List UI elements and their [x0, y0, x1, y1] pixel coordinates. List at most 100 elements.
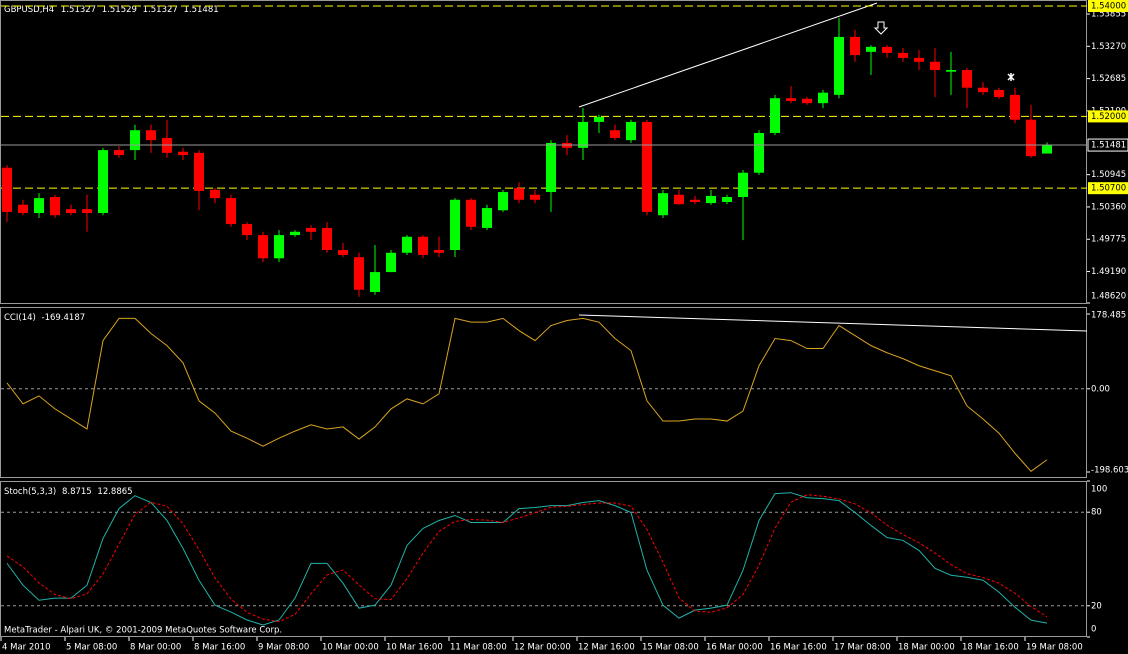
last-open: 1.51327 — [61, 5, 96, 15]
candle-body — [338, 250, 348, 255]
candle-body — [98, 150, 108, 214]
x-tick-label: 12 Mar 16:00 — [578, 643, 635, 653]
candle-body — [242, 224, 252, 236]
candle-body — [962, 70, 972, 88]
candle-body — [66, 209, 76, 214]
cci-last: -169.4187 — [42, 313, 86, 323]
candle-body — [626, 121, 636, 141]
cci-panel-frame — [0, 307, 1087, 478]
candle-body — [482, 208, 492, 228]
candle-body — [674, 194, 684, 205]
candle-body — [978, 87, 988, 93]
candle-body — [642, 121, 652, 212]
candle-body — [770, 98, 780, 133]
y-tick-label: 0.00 — [1091, 384, 1110, 394]
x-tick-label: 12 Mar 00:00 — [514, 643, 571, 653]
level-label-box — [1088, 182, 1128, 195]
candle-body — [226, 198, 236, 225]
x-tick-label: 18 Mar 16:00 — [962, 643, 1019, 653]
candle-body — [834, 36, 844, 95]
level-label: 1.52000 — [1091, 112, 1126, 122]
y-tick-label: 1.53855 — [1091, 10, 1126, 20]
candle-body — [450, 199, 460, 251]
candle-body — [898, 52, 908, 58]
y-tick-label: 0 — [1091, 625, 1096, 635]
candle-body — [114, 150, 124, 156]
stoch-panel-frame — [0, 481, 1087, 637]
y-tick-label: 100 — [1091, 485, 1107, 495]
x-tick-label: 9 Mar 08:00 — [258, 643, 309, 653]
candle-body — [130, 130, 140, 151]
x-tick-label: 16 Mar 16:00 — [770, 643, 827, 653]
candle-body — [354, 257, 364, 290]
last-close: 1.51481 — [184, 5, 219, 15]
x-tick-label: 16 Mar 00:00 — [706, 643, 763, 653]
x-tick-label: 19 Mar 08:00 — [1026, 643, 1083, 653]
current-price-box — [1087, 138, 1128, 152]
x-tick-label: 8 Mar 00:00 — [130, 643, 181, 653]
y-tick-label: 80 — [1091, 508, 1102, 518]
y-tick-label: 1.50360 — [1091, 202, 1126, 212]
arrow-icon — [873, 21, 889, 35]
candle-body — [882, 46, 892, 53]
candle-body — [514, 188, 524, 200]
candle-body — [50, 197, 60, 216]
candle-body — [1026, 119, 1036, 157]
candle-body — [610, 130, 620, 138]
x-tick-label: 5 Mar 08:00 — [66, 643, 117, 653]
y-tick-label: 1.49775 — [1091, 235, 1126, 245]
trend-line — [578, 2, 878, 108]
last-low: 1.51327 — [143, 5, 178, 15]
candle-body — [82, 209, 92, 214]
candle-body — [530, 194, 540, 200]
candle-body — [914, 57, 924, 62]
level-label: 1.54000 — [1091, 2, 1126, 12]
y-tick-label: 20 — [1091, 601, 1102, 611]
candle-body — [466, 199, 476, 227]
y-tick-label: 1.53270 — [1091, 42, 1126, 52]
symbol: GBPUSD,H4 — [4, 5, 54, 15]
stoch-header: Stoch(5,3,3) 8.8715 12.8865 — [4, 487, 133, 497]
candle-body — [578, 121, 588, 148]
candle-body — [786, 98, 796, 101]
chart-header: GBPUSD,H4 1.51327 1.51529 1.51327 1.5148… — [4, 5, 219, 15]
candle-body — [370, 272, 380, 292]
candle-body — [418, 236, 428, 255]
candle-body — [930, 61, 940, 71]
candle-body — [498, 192, 508, 211]
candle-body — [146, 130, 156, 141]
cci-trend-line — [578, 314, 1088, 332]
cci-title: CCI(14) — [4, 313, 36, 323]
indicator-line — [6, 494, 1048, 623]
candle-body — [658, 193, 668, 216]
candle-body — [434, 250, 444, 253]
candle-body — [18, 204, 28, 214]
level-label-box — [1088, 0, 1128, 12]
x-tick-label: 10 Mar 16:00 — [386, 643, 443, 653]
candle-body — [1042, 145, 1052, 154]
candle-body — [706, 195, 716, 204]
footer: MetaTrader - Alpari UK, © 2001-2009 Meta… — [4, 626, 282, 636]
candle-body — [290, 231, 300, 236]
indicator-line — [6, 317, 1048, 472]
y-tick-label: -198.603 — [1091, 466, 1128, 476]
candle-body — [946, 70, 956, 72]
current-price-label: 1.51481 — [1091, 141, 1126, 151]
candle-body — [178, 151, 188, 156]
y-tick-label: 1.50945 — [1091, 170, 1126, 180]
candle-body — [274, 235, 284, 259]
candle-body — [594, 116, 604, 122]
candle-body — [802, 98, 812, 104]
level-label-box — [1088, 110, 1128, 123]
y-tick-label: 1.52685 — [1091, 74, 1126, 84]
x-tick-label: 8 Mar 16:00 — [194, 643, 245, 653]
x-tick-label: 4 Mar 2010 — [2, 643, 50, 653]
last-high: 1.51529 — [102, 5, 137, 15]
stoch-main-last: 8.8715 — [62, 487, 92, 497]
candle-body — [866, 46, 876, 52]
candle-body — [690, 199, 700, 202]
candle-body — [1010, 94, 1020, 120]
candle-body — [754, 132, 764, 173]
indicator-line — [6, 492, 1048, 626]
x-tick-label: 10 Mar 00:00 — [322, 643, 379, 653]
